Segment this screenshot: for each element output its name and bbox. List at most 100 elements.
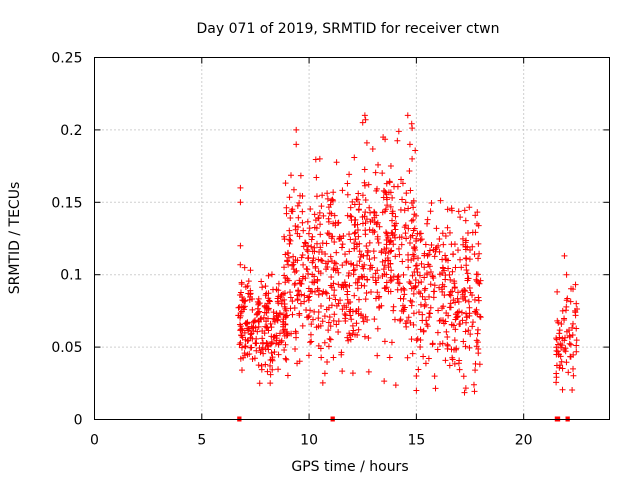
data-point: [466, 284, 473, 291]
data-point: [375, 274, 382, 281]
data-point: [401, 304, 408, 311]
data-point: [371, 209, 378, 216]
data-point: [457, 320, 464, 327]
data-point: [451, 360, 458, 367]
data-point: [290, 261, 297, 268]
data-point: [274, 295, 281, 302]
data-point: [392, 226, 399, 233]
data-point: [408, 336, 415, 343]
data-point: [406, 279, 413, 286]
data-point: [331, 292, 338, 299]
data-point: [439, 264, 446, 271]
data-point: [432, 248, 439, 255]
data-point: [362, 296, 369, 303]
data-point: [301, 239, 308, 246]
data-point: [420, 327, 427, 334]
data-point: [281, 236, 288, 243]
data-point: [282, 275, 289, 282]
data-point: [236, 321, 243, 328]
data-point: [463, 319, 470, 326]
data-point: [238, 308, 245, 315]
data-point: [355, 190, 362, 197]
data-point: [269, 357, 276, 364]
data-point: [363, 290, 370, 297]
data-point: [352, 236, 359, 243]
data-point: [237, 339, 244, 346]
data-point: [321, 313, 328, 320]
data-point: [305, 285, 312, 292]
data-point: [474, 209, 481, 216]
data-point: [352, 221, 359, 228]
data-point: [268, 271, 275, 278]
data-point: [365, 181, 372, 188]
data-point: [554, 348, 561, 355]
data-point: [574, 305, 581, 312]
data-point: [554, 288, 561, 295]
data-point: [450, 251, 457, 258]
data-point: [314, 240, 321, 247]
data-point: [332, 296, 339, 303]
data-point: [477, 277, 484, 284]
data-point: [351, 240, 358, 247]
data-point: [317, 345, 324, 352]
data-point: [343, 259, 350, 266]
data-point: [569, 386, 576, 393]
data-point: [475, 297, 482, 304]
data-point: [257, 349, 264, 356]
data-point: [293, 141, 300, 148]
data-point: [258, 315, 265, 322]
data-point: [324, 190, 331, 197]
data-point: [405, 314, 412, 321]
data-point: [283, 356, 290, 363]
data-point: [387, 274, 394, 281]
data-point: [238, 281, 245, 288]
data-point: [452, 264, 459, 271]
data-point: [300, 273, 307, 280]
data-point: [573, 348, 580, 355]
data-point: [332, 260, 339, 267]
data-point: [268, 339, 275, 346]
data-point: [475, 240, 482, 247]
data-point: [286, 232, 293, 239]
data-point: [376, 304, 383, 311]
data-point: [261, 309, 268, 316]
data-point: [311, 288, 318, 295]
data-point: [329, 196, 336, 203]
data-point: [250, 324, 257, 331]
data-point: [422, 241, 429, 248]
data-point: [282, 341, 289, 348]
data-point: [238, 367, 245, 374]
data-point: [566, 332, 573, 339]
data-point: [454, 295, 461, 302]
data-point: [405, 264, 412, 271]
data-point: [410, 321, 417, 328]
data-point: [441, 283, 448, 290]
data-point: [280, 290, 287, 297]
data-point: [285, 254, 292, 261]
data-point: [406, 240, 413, 247]
data-point: [425, 355, 432, 362]
data-point: [408, 200, 415, 207]
data-point: [412, 262, 419, 269]
data-point: [334, 220, 341, 227]
data-point: [313, 174, 320, 181]
data-point: [317, 303, 324, 310]
x-axis-label: GPS time / hours: [291, 459, 408, 475]
data-point: [251, 318, 258, 325]
data-point: [475, 350, 482, 357]
data-point: [425, 251, 432, 258]
data-point: [305, 294, 312, 301]
data-point: [335, 318, 342, 325]
data-point: [456, 366, 463, 373]
data-point: [323, 240, 330, 247]
data-point: [339, 262, 346, 269]
data-point: [391, 316, 398, 323]
data-point: [448, 207, 455, 214]
y-tick-label: 0.1: [60, 268, 82, 284]
data-point: [238, 332, 245, 339]
data-point: [567, 298, 574, 305]
data-point: [396, 251, 403, 258]
data-point: [410, 290, 417, 297]
data-point: [262, 292, 269, 299]
data-point: [297, 172, 304, 179]
